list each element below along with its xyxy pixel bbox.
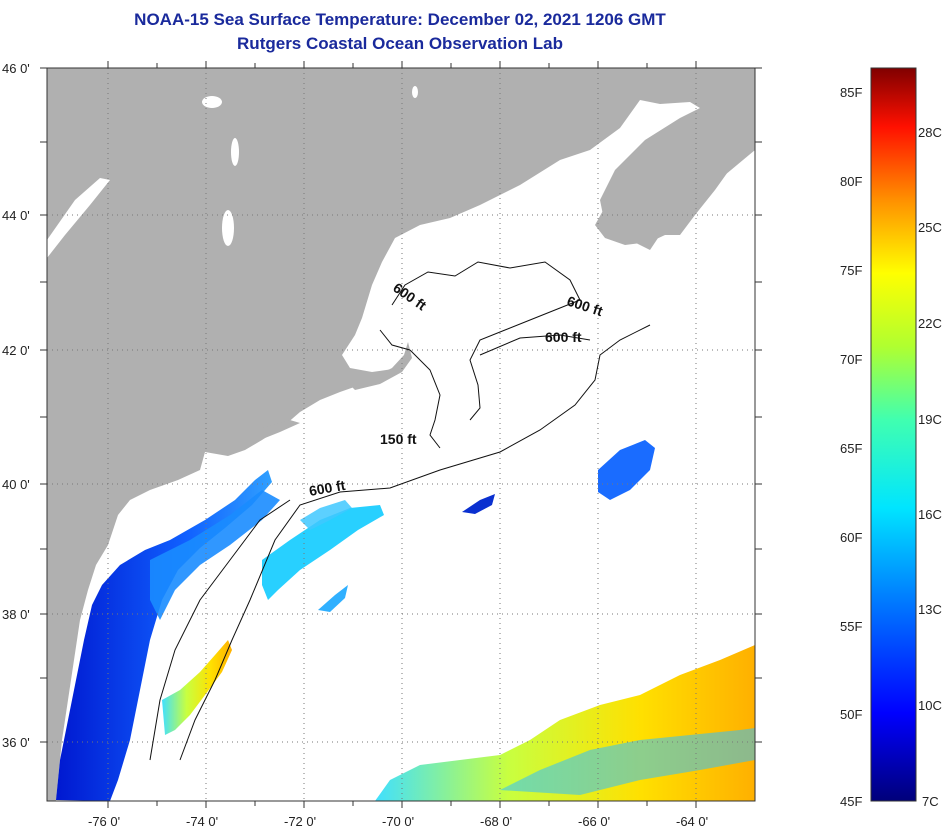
- lat-tick-label: 38 0': [2, 607, 30, 622]
- celsius-label: 19C: [918, 412, 942, 427]
- fahrenheit-label: 65F: [840, 441, 862, 456]
- latitude-labels: 46 0' 44 0' 42 0' 40 0' 38 0' 36 0': [2, 61, 30, 750]
- contour-label: 150 ft: [380, 431, 417, 447]
- contour-label: 600 ft: [308, 477, 347, 499]
- fahrenheit-label: 45F: [840, 794, 862, 809]
- lat-tick-label: 40 0': [2, 477, 30, 492]
- lon-tick-label: -66 0': [578, 814, 610, 829]
- celsius-label: 7C: [922, 794, 939, 809]
- lat-tick-label: 36 0': [2, 735, 30, 750]
- celsius-label: 25C: [918, 220, 942, 235]
- tick-marks: [40, 61, 762, 808]
- fahrenheit-label: 50F: [840, 707, 862, 722]
- map-area: 600 ft 600 ft 600 ft 150 ft 600 ft: [47, 68, 755, 801]
- map-title: NOAA-15 Sea Surface Temperature: Decembe…: [134, 10, 666, 29]
- colorbar-fahrenheit-labels: 85F 80F 75F 70F 65F 60F 55F 50F 45F: [840, 85, 862, 809]
- sst-shelf-patch: [150, 490, 280, 620]
- longitude-labels: -76 0' -74 0' -72 0' -70 0' -68 0' -66 0…: [88, 814, 708, 829]
- map-frame: [46, 67, 756, 802]
- lon-tick-label: -70 0': [382, 814, 414, 829]
- land-cape-cod: [345, 342, 412, 390]
- lat-tick-label: 46 0': [2, 61, 30, 76]
- color-scale-bar: [870, 67, 917, 802]
- fahrenheit-label: 75F: [840, 263, 862, 278]
- celsius-label: 22C: [918, 316, 942, 331]
- map-subtitle: Rutgers Coastal Ocean Observation Lab: [237, 34, 563, 53]
- lon-tick-label: -74 0': [186, 814, 218, 829]
- fahrenheit-label: 80F: [840, 174, 862, 189]
- sst-gulf-stream-cool: [500, 728, 755, 795]
- celsius-label: 10C: [918, 698, 942, 713]
- inland-lakes: [47, 86, 418, 258]
- sst-filament-2: [300, 500, 352, 530]
- sst-warm-coastal: [162, 640, 232, 735]
- depth-contours: [149, 261, 651, 761]
- fahrenheit-label: 55F: [840, 619, 862, 634]
- sst-coastal-band: [56, 470, 272, 801]
- contour-label: 600 ft: [545, 329, 582, 345]
- celsius-label: 16C: [918, 507, 942, 522]
- colorbar-celsius-labels: 28C 25C 22C 19C 16C 13C 10C 7C: [918, 125, 942, 809]
- celsius-label: 13C: [918, 602, 942, 617]
- lon-tick-label: -72 0': [284, 814, 316, 829]
- graticule: [47, 68, 755, 801]
- lat-tick-label: 44 0': [2, 208, 30, 223]
- land-mainland: [47, 68, 755, 801]
- celsius-label: 28C: [918, 125, 942, 140]
- fahrenheit-label: 70F: [840, 352, 862, 367]
- land-long-island: [205, 420, 300, 452]
- lat-tick-label: 42 0': [2, 343, 30, 358]
- sst-small-patch-2: [318, 585, 348, 612]
- sst-filament-1: [262, 505, 384, 600]
- lon-tick-label: -64 0': [676, 814, 708, 829]
- lon-tick-label: -76 0': [88, 814, 120, 829]
- sst-offshore-blue: [598, 440, 655, 500]
- fahrenheit-label: 85F: [840, 85, 862, 100]
- land-nova-scotia: [595, 100, 755, 245]
- lon-tick-label: -68 0': [480, 814, 512, 829]
- fahrenheit-label: 60F: [840, 530, 862, 545]
- sst-small-patch: [462, 494, 495, 514]
